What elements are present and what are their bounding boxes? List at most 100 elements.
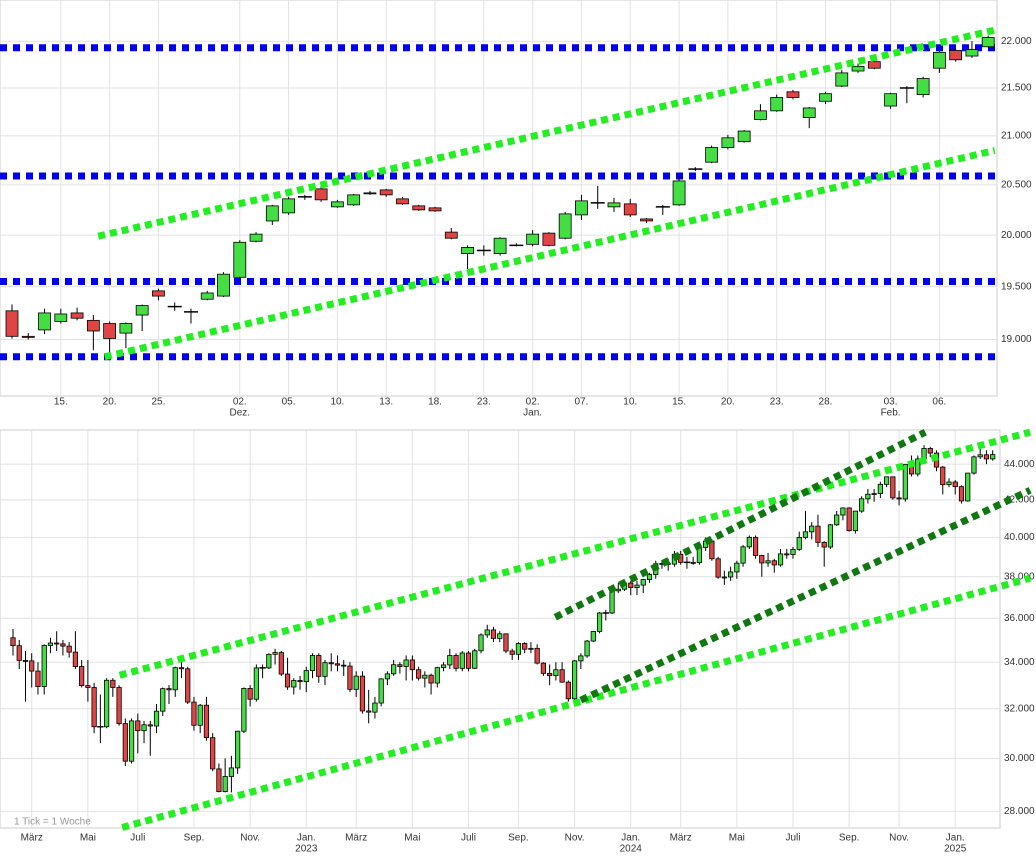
candle-body [41,645,47,687]
candle-body [640,579,646,586]
candle-body [871,493,877,495]
candle-body [122,723,128,762]
candle-body [70,312,84,319]
candle-body [203,704,210,739]
x-tick-label: 15. [54,397,68,408]
candle-body [60,643,66,647]
candle-body [786,91,800,98]
y-tick-label: 22.000 [1001,36,1032,47]
candle-body [572,660,578,700]
x-tick-label: Jan. [946,833,965,844]
x-tick-label: 15. [672,397,686,408]
trend-line [97,26,996,240]
candle-body [746,536,752,548]
x-tick-sublabel: 2025 [944,844,967,855]
y-tick-label: 19.000 [1001,334,1032,345]
x-tick-sublabel: 2024 [620,844,643,855]
candle-body [103,323,117,339]
candle-body [241,688,247,732]
candle-body [575,200,588,216]
candle-body [38,312,51,331]
y-tick-label: 20.000 [1001,230,1032,241]
x-tick-label: Jan. [297,833,316,844]
candle-body [334,663,341,666]
candle-body [347,194,361,206]
candle-body [927,448,933,454]
candle-body [852,510,859,532]
candle-body [153,710,160,727]
x-tick-label: 10. [330,397,344,408]
candle-body [542,232,556,246]
candle-body [316,655,322,677]
candle-body [22,660,29,662]
candle-body [932,51,946,69]
candle-body [54,642,60,645]
candle-body [952,481,958,488]
candle-body [640,218,653,222]
candle-body [796,536,802,550]
candle-body [821,541,827,548]
x-tick-label: 23. [477,397,491,408]
candle-body [21,335,35,338]
plot [0,0,998,397]
x-tick-label: 20. [721,397,735,408]
candle-body [309,655,316,672]
candle-body [493,237,507,254]
candle-body [916,78,930,96]
candle-body [363,192,377,195]
candle-body [728,571,734,578]
candle-body [247,688,253,700]
candle-body [314,188,328,201]
candle-body [472,650,478,669]
candle-body [66,645,72,653]
candle-body [282,198,295,214]
candle-body [396,198,409,205]
candle-body [877,483,883,494]
candle-body [54,313,68,322]
candle-body [896,497,902,500]
candle-body [166,688,172,691]
candle-body [447,655,453,666]
candle-body [534,647,540,664]
x-tick-label: 03. [884,397,898,408]
candle-body [859,498,865,512]
plot [0,429,1001,829]
candle-body [160,688,166,712]
candle-body [453,655,459,669]
candle-body [528,647,534,650]
candle-body [235,730,241,769]
y-tick-label: 42.000 [1004,495,1035,506]
candle-body [721,576,727,579]
candle-body [522,643,528,650]
candle-body [415,669,422,679]
x-tick-sublabel: 2023 [295,844,318,855]
candle-body [752,536,759,556]
candle-body [29,660,35,672]
y-tick-label: 34.000 [1004,657,1035,668]
y-tick-label: 30.000 [1004,753,1035,764]
candle-body [784,553,790,556]
x-tick-label: 20. [103,397,117,408]
x-tick-label: 07. [574,397,588,408]
x-tick-label: Nov. [565,833,585,844]
candle-body [709,540,715,560]
candle-body [135,305,149,316]
candle-body [178,667,185,670]
candle-body [35,670,41,687]
candle-body [867,61,881,69]
trend-line [553,429,927,621]
candle-body [559,669,565,683]
candle-body [547,672,553,677]
candle-body [690,561,696,564]
candle-body [147,724,153,727]
candle-body [444,231,458,239]
y-tick-label: 40.000 [1004,532,1035,543]
candle-body [526,233,540,245]
candle-body [558,213,572,239]
x-tick-label: 28. [819,397,833,408]
x-tick-label: 02. [526,397,540,408]
candle-body [272,652,278,655]
x-tick-label: 02. [233,397,247,408]
candle-body [965,472,971,502]
